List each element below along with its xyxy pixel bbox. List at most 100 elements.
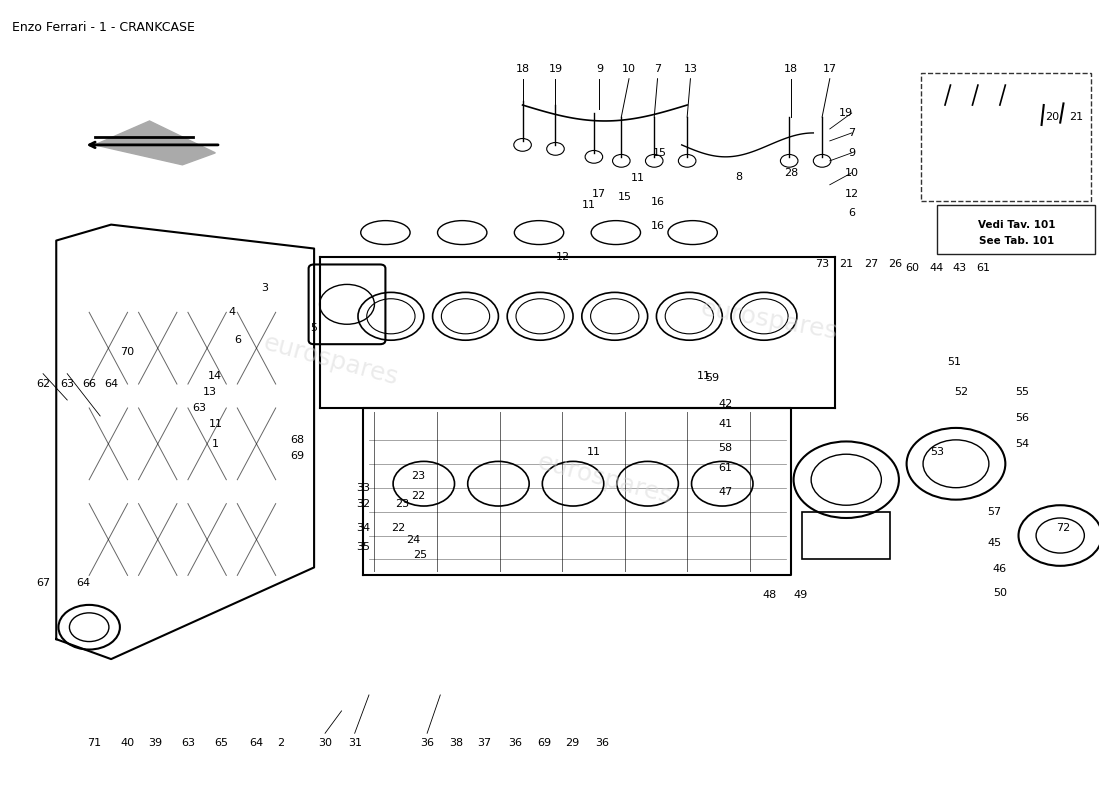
Text: 39: 39 bbox=[147, 738, 162, 748]
Text: 9: 9 bbox=[848, 148, 856, 158]
Text: 63: 63 bbox=[180, 738, 195, 748]
Bar bbox=[802, 512, 890, 559]
Text: 57: 57 bbox=[988, 506, 1001, 517]
Text: eurospares: eurospares bbox=[698, 296, 840, 344]
Text: 4: 4 bbox=[228, 307, 235, 318]
Text: 17: 17 bbox=[823, 64, 837, 74]
Text: 21: 21 bbox=[1069, 112, 1084, 122]
Text: 11: 11 bbox=[208, 419, 222, 429]
Text: eurospares: eurospares bbox=[261, 330, 400, 390]
Text: 5: 5 bbox=[310, 323, 318, 334]
Text: 9: 9 bbox=[596, 64, 603, 74]
Text: 8: 8 bbox=[735, 172, 743, 182]
Text: 62: 62 bbox=[36, 379, 51, 389]
Text: 16: 16 bbox=[650, 222, 664, 231]
Text: See Tab. 101: See Tab. 101 bbox=[979, 235, 1054, 246]
Text: 61: 61 bbox=[718, 462, 733, 473]
Text: 73: 73 bbox=[815, 259, 829, 270]
Text: 55: 55 bbox=[1015, 387, 1028, 397]
Text: 69: 69 bbox=[290, 451, 305, 461]
Text: 50: 50 bbox=[993, 588, 1007, 598]
Text: 64: 64 bbox=[249, 738, 263, 748]
Text: 63: 63 bbox=[60, 379, 74, 389]
Text: 40: 40 bbox=[121, 738, 134, 748]
Text: 27: 27 bbox=[865, 259, 879, 270]
Text: 23: 23 bbox=[411, 470, 426, 481]
Text: 63: 63 bbox=[191, 403, 206, 413]
Text: Enzo Ferrari - 1 - CRANKCASE: Enzo Ferrari - 1 - CRANKCASE bbox=[12, 22, 195, 34]
Text: 23: 23 bbox=[395, 498, 409, 509]
Text: 64: 64 bbox=[77, 578, 90, 588]
Text: 54: 54 bbox=[1014, 439, 1028, 449]
Text: 51: 51 bbox=[947, 357, 960, 366]
Text: 33: 33 bbox=[356, 482, 371, 493]
Text: 59: 59 bbox=[705, 373, 719, 382]
Text: 72: 72 bbox=[1056, 522, 1070, 533]
Text: 37: 37 bbox=[477, 738, 492, 748]
Text: 7: 7 bbox=[848, 128, 856, 138]
Text: 71: 71 bbox=[88, 738, 101, 748]
Text: 7: 7 bbox=[654, 64, 661, 74]
Text: 10: 10 bbox=[845, 168, 859, 178]
Text: 11: 11 bbox=[587, 447, 601, 457]
Text: 18: 18 bbox=[784, 64, 799, 74]
Text: 14: 14 bbox=[208, 371, 222, 381]
Text: 36: 36 bbox=[508, 738, 521, 748]
Text: 1: 1 bbox=[212, 439, 219, 449]
Text: 11: 11 bbox=[582, 200, 595, 210]
Text: 11: 11 bbox=[630, 174, 645, 183]
Text: 67: 67 bbox=[36, 578, 51, 588]
Text: 53: 53 bbox=[931, 447, 944, 457]
Text: 41: 41 bbox=[718, 419, 733, 429]
Text: 36: 36 bbox=[596, 738, 609, 748]
Text: 22: 22 bbox=[411, 490, 426, 501]
Text: 58: 58 bbox=[718, 443, 733, 453]
Text: 42: 42 bbox=[718, 399, 733, 409]
Text: 26: 26 bbox=[889, 259, 903, 270]
Text: 6: 6 bbox=[234, 335, 241, 346]
Text: 13: 13 bbox=[683, 64, 697, 74]
Text: 69: 69 bbox=[538, 738, 551, 748]
Text: 12: 12 bbox=[845, 190, 859, 199]
Text: 68: 68 bbox=[290, 435, 305, 445]
Text: 22: 22 bbox=[392, 522, 406, 533]
Text: 19: 19 bbox=[839, 108, 854, 118]
Text: 43: 43 bbox=[953, 263, 966, 274]
Text: 44: 44 bbox=[930, 263, 944, 274]
Text: 12: 12 bbox=[557, 251, 570, 262]
Text: 25: 25 bbox=[414, 550, 428, 561]
Text: 29: 29 bbox=[564, 738, 579, 748]
Text: 61: 61 bbox=[977, 263, 990, 274]
Text: 49: 49 bbox=[793, 590, 807, 600]
Text: 15: 15 bbox=[652, 148, 667, 158]
Text: 2: 2 bbox=[277, 738, 285, 748]
Text: 28: 28 bbox=[784, 168, 799, 178]
Polygon shape bbox=[95, 121, 216, 165]
Text: 21: 21 bbox=[839, 259, 854, 270]
Text: 52: 52 bbox=[955, 387, 968, 397]
Text: 18: 18 bbox=[516, 64, 529, 74]
Text: 36: 36 bbox=[420, 738, 434, 748]
Text: 64: 64 bbox=[104, 379, 118, 389]
Text: 3: 3 bbox=[261, 283, 268, 294]
Text: 47: 47 bbox=[718, 486, 733, 497]
Text: 38: 38 bbox=[450, 738, 464, 748]
Text: 46: 46 bbox=[993, 564, 1007, 574]
Text: 19: 19 bbox=[549, 64, 562, 74]
Text: 65: 65 bbox=[213, 738, 228, 748]
Text: 24: 24 bbox=[406, 534, 420, 545]
Text: 10: 10 bbox=[621, 64, 636, 74]
Text: eurospares: eurospares bbox=[535, 450, 675, 510]
Text: 34: 34 bbox=[356, 522, 371, 533]
Text: 20: 20 bbox=[1045, 112, 1059, 122]
Text: 70: 70 bbox=[121, 347, 134, 357]
Text: 32: 32 bbox=[356, 498, 371, 509]
Text: 31: 31 bbox=[348, 738, 362, 748]
Text: 15: 15 bbox=[617, 192, 631, 202]
Text: 16: 16 bbox=[650, 198, 664, 207]
Text: 45: 45 bbox=[988, 538, 1001, 549]
Text: 30: 30 bbox=[318, 738, 332, 748]
Text: 13: 13 bbox=[202, 387, 217, 397]
Text: 66: 66 bbox=[82, 379, 96, 389]
Text: 11: 11 bbox=[696, 371, 711, 381]
